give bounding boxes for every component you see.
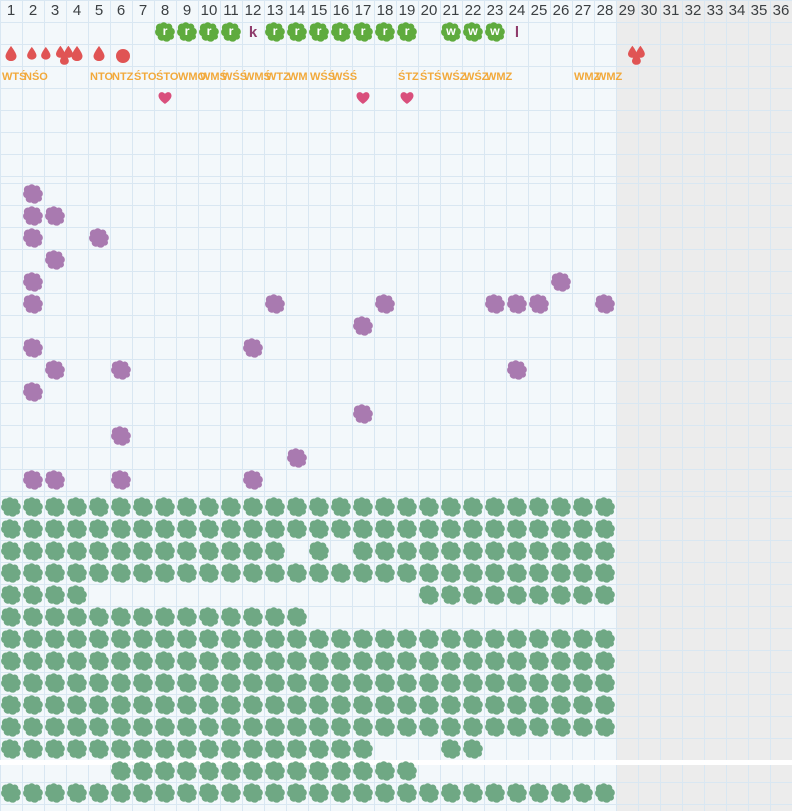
svg-text:w: w [467, 24, 478, 38]
svg-text:r: r [295, 24, 300, 38]
svg-text:r: r [317, 24, 322, 38]
svg-text:r: r [207, 24, 212, 38]
svg-text:r: r [361, 24, 366, 38]
svg-text:r: r [185, 24, 190, 38]
svg-text:r: r [405, 24, 410, 38]
svg-text:r: r [273, 24, 278, 38]
svg-text:w: w [489, 24, 500, 38]
svg-text:r: r [229, 24, 234, 38]
svg-text:r: r [339, 24, 344, 38]
svg-text:r: r [163, 24, 168, 38]
svg-text:w: w [445, 24, 456, 38]
svg-text:r: r [383, 24, 388, 38]
